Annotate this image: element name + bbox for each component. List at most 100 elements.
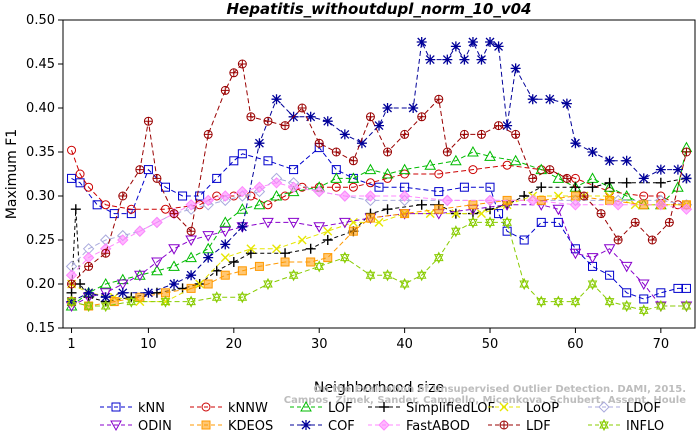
point-knn [92,200,102,210]
point-kdeos [468,200,478,210]
legend-label: COF [328,419,355,434]
point-inflo [263,277,273,291]
point-knnw [126,204,136,214]
point-knnw [331,182,341,192]
y-tick-label: 0.25 [26,233,55,248]
point-cof [305,111,316,122]
point-lof [450,154,462,166]
point-simplifiedlof [70,204,81,215]
point-ldf [143,116,153,126]
point-ldf [84,261,94,271]
point-cof [169,279,180,289]
point-kdeos [109,297,119,307]
point-lof [151,264,163,276]
point-cof [83,287,94,298]
point-cof [485,37,496,47]
point-fastabod [219,190,231,202]
legend-label: LDF [526,419,551,434]
point-inflo [536,295,547,308]
point-lof [253,198,266,210]
y-tick-label: 0.20 [26,277,55,292]
legend-marker-fastabod [378,419,390,431]
point-ldf [169,209,179,219]
point-simplifiedlof [228,257,239,267]
point-ldf [476,129,486,139]
point-fastabod [655,199,667,211]
legend-marker-cof [301,420,311,430]
point-ldf [647,235,657,245]
point-ldf [400,129,410,139]
point-fastabod [364,190,377,202]
legend-marker-loop [499,402,509,412]
point-lof [236,203,249,214]
point-kdeos [135,292,145,302]
point-cof [621,155,632,166]
point-cof [254,138,265,149]
point-fastabod [569,199,582,211]
point-odin [637,279,650,291]
series-line-inflo [71,221,687,311]
legend-marker-kdeos [201,420,211,430]
point-cof [604,155,615,166]
point-cof [416,37,427,47]
point-inflo [399,277,410,291]
series-lof [65,141,693,311]
point-odin [586,253,599,264]
legend-marker-simplifiedlof [379,402,389,412]
point-simplifiedlof [621,177,632,188]
legend-label: LoOP [526,401,559,416]
point-knnw [365,178,375,188]
point-simplifiedlof [75,279,86,289]
point-odin [620,261,633,273]
point-odin [168,244,180,255]
point-ldof [202,199,214,211]
x-axis-label: Neighborhood size [314,380,444,396]
point-knnw [75,169,85,179]
y-tick-label: 0.50 [26,13,55,28]
legend-item-fastabod: FastABOD [368,419,470,434]
point-simplifiedlof [245,248,256,259]
point-cof [143,287,154,298]
legend-marker-inflo [599,418,609,432]
point-kdeos [237,266,247,276]
point-inflo [126,295,137,308]
legend-marker-lof [300,400,312,412]
point-knn [237,149,247,159]
point-ldf [237,59,247,69]
point-fastabod [398,190,411,202]
legend-item-ldf: LDF [488,419,551,434]
y-tick-label: 0.40 [26,101,55,116]
point-simplifiedlof [604,177,615,188]
point-ldof [236,190,249,202]
x-tick-label: 40 [396,337,413,352]
point-knnw [263,200,273,210]
legend-item-inflo: INFLO [588,418,664,434]
point-ldf [203,129,213,139]
point-kdeos [323,253,333,263]
point-fastabod [612,199,624,211]
series-inflo [66,216,692,317]
point-fastabod [236,185,249,198]
point-cof [493,41,504,52]
point-ldf [630,217,640,227]
point-inflo [340,251,350,264]
point-odin [338,217,351,229]
point-inflo [519,277,529,291]
point-cof [382,103,393,113]
point-ldf [152,173,162,183]
x-tick-label: 1 [67,337,75,352]
point-cof [476,54,487,65]
legend-item-loop: LoOP [488,401,559,416]
point-simplifiedlof [519,191,530,201]
series-line-lof [71,147,687,307]
y-axis-label: Maximum F1 [4,129,20,219]
point-knn [229,156,239,166]
point-inflo [382,269,393,282]
point-ldf [434,94,444,104]
point-inflo [433,251,444,264]
series-ldf [67,59,691,289]
point-fastabod [313,185,325,198]
point-odin [202,231,215,242]
point-cof [570,138,581,149]
y-tick-label: 0.15 [26,321,55,336]
